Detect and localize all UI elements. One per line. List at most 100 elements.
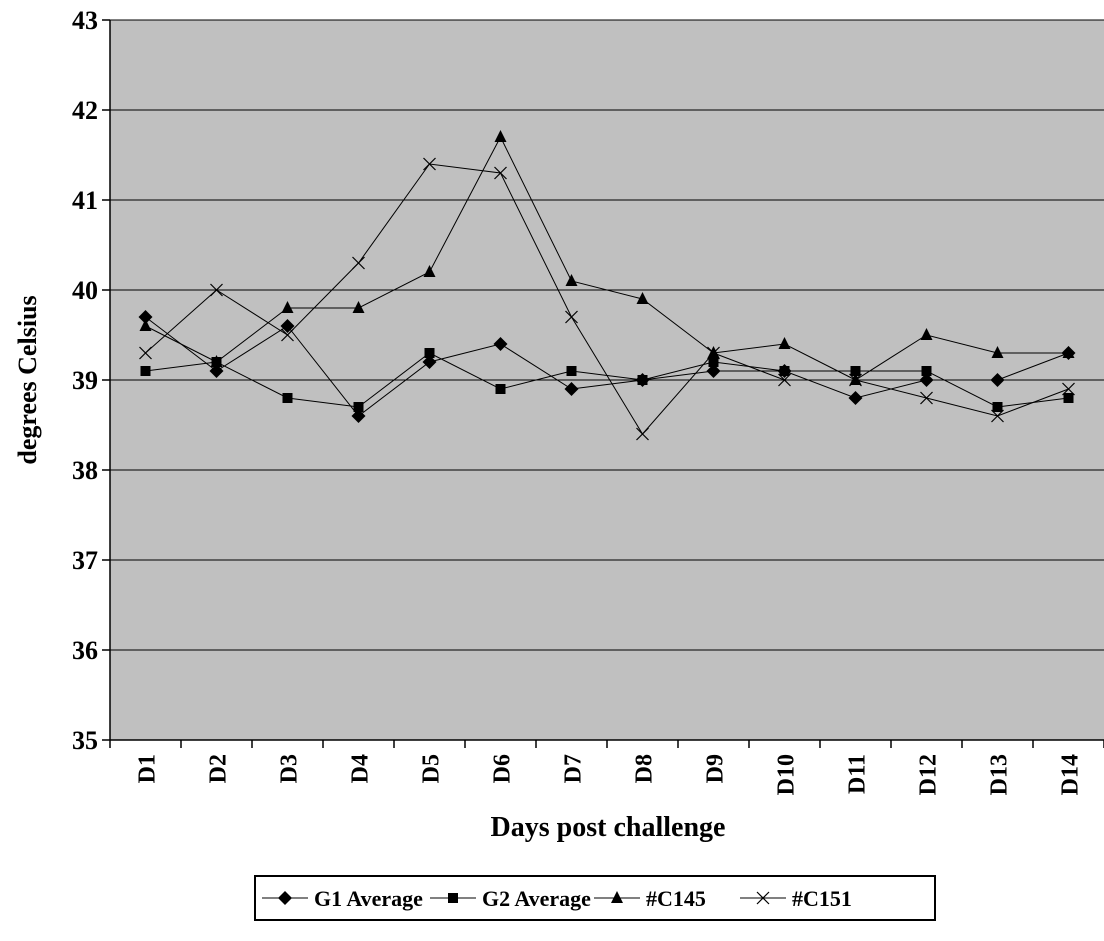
y-tick-label: 35	[72, 726, 98, 755]
legend-label: G1 Average	[314, 886, 423, 911]
legend-marker	[278, 891, 292, 905]
y-tick-label: 39	[72, 366, 98, 395]
series	[138, 130, 1076, 441]
y-tick-label: 36	[72, 636, 98, 665]
legend-entry: G1 Average	[262, 886, 423, 911]
x-tick-label: D10	[774, 754, 800, 795]
legend-entry: #C145	[594, 886, 706, 911]
y-tick-label: 43	[72, 6, 98, 35]
data-point	[991, 409, 1004, 423]
x-axis-label: Days post challenge	[491, 812, 726, 843]
legend-marker	[756, 891, 770, 905]
data-point	[494, 166, 507, 180]
data-point	[636, 292, 649, 304]
legend-marker	[448, 893, 458, 903]
y-axis-label: degrees Celsius	[13, 295, 42, 464]
legend-label: G2 Average	[482, 886, 591, 911]
data-point	[848, 391, 863, 405]
data-point	[566, 366, 577, 376]
data-point	[850, 366, 861, 376]
legend-label: #C145	[646, 886, 706, 911]
x-tick-label: D13	[987, 754, 1013, 795]
data-point	[352, 256, 365, 270]
x-tick-labels: D1 D2 D3 D4 D5 D6 D7 D8 D9 D10 D11 D12 D13 D14	[135, 754, 1084, 795]
x-tick-label: D4	[348, 754, 374, 783]
data-point	[139, 346, 152, 360]
x-tick-label: D2	[206, 754, 232, 783]
data-point	[139, 319, 152, 331]
y-tick-label: 37	[72, 546, 98, 575]
x-tick-label: D6	[490, 754, 516, 783]
data-point	[140, 366, 151, 376]
x-tick-label: D7	[561, 754, 587, 783]
data-point	[778, 373, 791, 387]
series-4	[139, 157, 1075, 441]
x-tick-label: D5	[419, 754, 445, 783]
series-line	[145, 163, 1069, 435]
x-tick-label: D11	[845, 754, 871, 794]
y-tick-label: 41	[72, 186, 98, 215]
data-point	[281, 301, 294, 313]
data-point	[210, 283, 223, 297]
legend-entry: G2 Average	[430, 886, 591, 911]
data-point	[919, 373, 934, 387]
data-point	[637, 375, 648, 385]
x-tick-label: D1	[135, 754, 161, 783]
data-point	[564, 382, 579, 396]
data-point	[991, 346, 1004, 358]
legend-label: #C151	[792, 886, 852, 911]
data-point	[424, 348, 435, 358]
legend-entry: #C151	[740, 886, 852, 911]
data-point	[495, 384, 506, 394]
gridlines	[110, 19, 1104, 651]
y-tick-label: 40	[72, 276, 98, 305]
data-point	[493, 337, 508, 351]
data-point	[990, 373, 1005, 387]
data-point	[1062, 346, 1075, 358]
y-tick-label: 42	[72, 96, 98, 125]
data-point	[565, 274, 578, 286]
data-point	[280, 319, 295, 333]
data-point	[209, 364, 224, 378]
data-point	[778, 337, 791, 349]
data-point	[352, 301, 365, 313]
data-point	[423, 157, 436, 171]
legend: G1 Average G2 Average #C145 #C151	[254, 875, 936, 921]
data-point	[920, 328, 933, 340]
data-point	[707, 346, 720, 358]
data-point	[1063, 393, 1074, 403]
data-point	[494, 130, 507, 142]
data-point	[636, 427, 649, 441]
data-point	[779, 366, 790, 376]
x-tick-label: D3	[277, 754, 303, 783]
data-point	[210, 355, 223, 367]
data-point	[1062, 382, 1075, 396]
data-point	[422, 355, 437, 369]
x-tick-label: D12	[916, 754, 942, 795]
series-3	[139, 130, 1075, 385]
data-point	[707, 346, 720, 360]
data-point	[281, 328, 294, 342]
data-point	[351, 409, 366, 423]
data-point	[921, 366, 932, 376]
data-point	[706, 364, 721, 378]
series-line	[145, 135, 1069, 381]
data-point	[708, 357, 719, 367]
data-point	[992, 402, 1003, 412]
legend-svg: G1 Average G2 Average #C145 #C151	[262, 886, 852, 911]
data-point	[282, 393, 293, 403]
x-tick-label: D8	[632, 754, 658, 783]
data-point	[353, 402, 364, 412]
legend-marker	[611, 891, 623, 903]
y-tick-label: 38	[72, 456, 98, 485]
data-point	[565, 310, 578, 324]
data-point	[849, 373, 862, 387]
y-tick-labels: 35 36 37 38 39 40 41 42 43	[72, 6, 98, 755]
axes	[102, 19, 1104, 748]
data-point	[423, 265, 436, 277]
data-point	[920, 391, 933, 405]
data-point	[849, 373, 862, 385]
x-tick-label: D14	[1058, 754, 1084, 795]
